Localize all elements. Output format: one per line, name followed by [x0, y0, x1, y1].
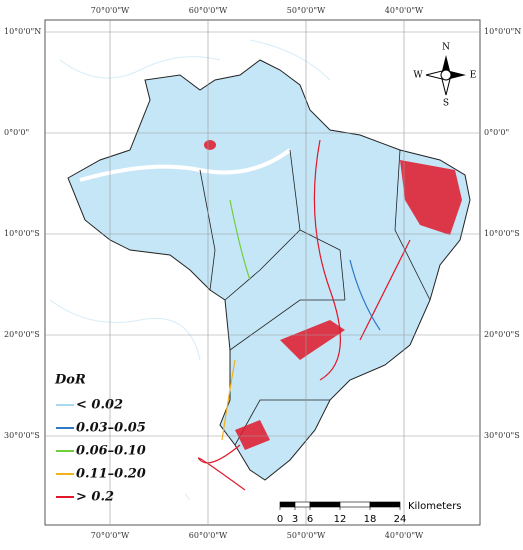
legend-label: 0.03–0.05 [76, 421, 146, 436]
compass-n: N [442, 43, 450, 53]
latitude-label-right: 20°0'0"S [484, 330, 520, 339]
amazon-river [79, 148, 292, 182]
latitude-label-left: 10°0'0"S [4, 229, 40, 238]
scale-label: 24 [394, 514, 407, 525]
scale-segment [294, 501, 311, 508]
latitude-label-left: 30°0'0"S [4, 431, 40, 440]
latitude-label-left: 10°0'0"N [4, 27, 41, 36]
legend-label: 0.06–0.10 [76, 444, 146, 459]
compass-e: E [470, 71, 477, 81]
scale-segment [339, 501, 371, 508]
compass-w: W [413, 71, 423, 81]
longitude-label-top: 50°0'0"W [287, 6, 326, 15]
longitude-label-bottom: 40°0'0"W [385, 531, 424, 540]
scale-segment [279, 501, 296, 508]
legend-box [50, 365, 185, 515]
longitude-label-top: 60°0'0"W [189, 6, 228, 15]
compass-rose [425, 55, 466, 96]
longitude-label-top: 40°0'0"W [385, 6, 424, 15]
longitude-label-top: 70°0'0"W [91, 6, 130, 15]
scale-label: 12 [334, 514, 347, 525]
latitude-label-left: 0°0'0" [4, 128, 29, 137]
scale-label: 6 [307, 514, 313, 525]
legend-title: DoR [54, 373, 86, 388]
legend-label: > 0.2 [76, 490, 114, 505]
scale-segment [369, 501, 401, 508]
latitude-label-right: 10°0'0"S [484, 229, 520, 238]
scale-unit: Kilometers [408, 501, 462, 512]
legend-label: 0.11–0.20 [76, 467, 146, 482]
latitude-label-right: 30°0'0"S [484, 431, 520, 440]
compass-s: S [443, 99, 449, 109]
latitude-label-left: 20°0'0"S [4, 330, 40, 339]
longitude-label-bottom: 70°0'0"W [91, 531, 130, 540]
longitude-label-bottom: 50°0'0"W [287, 531, 326, 540]
scale-label: 18 [364, 514, 377, 525]
scale-label: 3 [292, 514, 298, 525]
legend-label: < 0.02 [76, 398, 123, 413]
high-dor-areas [204, 140, 462, 450]
longitude-label-bottom: 60°0'0"W [189, 531, 228, 540]
scale-label: 0 [277, 514, 283, 525]
state-borders [199, 149, 431, 446]
latitude-label-right: 0°0'0" [484, 128, 509, 137]
scale-segment [309, 501, 341, 508]
latitude-label-right: 10°0'0"N [484, 27, 521, 36]
